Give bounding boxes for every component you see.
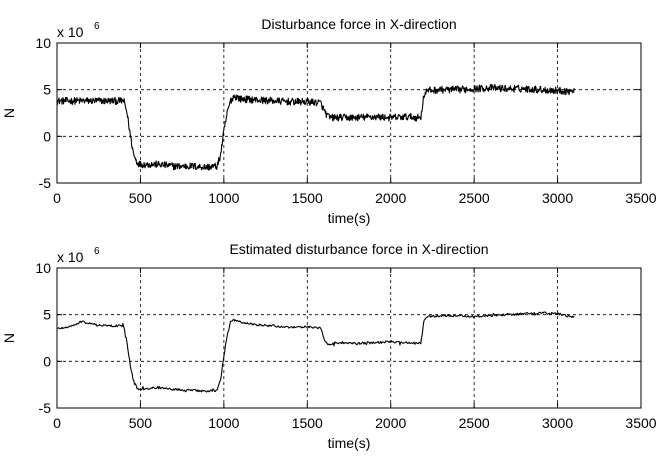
y-scale-exponent: 6	[94, 246, 100, 257]
x-tick-label: 1500	[292, 415, 323, 431]
chart-title: Estimated disturbance force in X-directi…	[229, 241, 488, 257]
y-scale-label: x 10	[57, 24, 84, 40]
x-tick-label: 1000	[208, 415, 239, 431]
y-tick-label: 10	[35, 260, 51, 276]
chart-1: 0 500 1000 1500 2000 2500 3000 3500-50510Distur…	[1, 16, 657, 226]
x-tick-label: 3500	[625, 190, 656, 206]
axes-frame	[56, 42, 642, 184]
x-tick-label: 1500	[292, 190, 323, 206]
y-axis-label: N	[1, 333, 17, 343]
chart-title: Disturbance force in X-direction	[261, 16, 456, 32]
x-axis-label: time(s)	[328, 435, 371, 451]
y-tick-label: -5	[39, 400, 52, 416]
y-tick-label: 5	[43, 82, 51, 98]
y-tick-label: 0	[43, 353, 51, 369]
axes-frame	[56, 267, 642, 409]
x-tick-label: 0	[53, 415, 61, 431]
x-tick-label: 1000	[208, 190, 239, 206]
x-tick-label: 3000	[542, 415, 573, 431]
x-tick-label: 2500	[459, 190, 490, 206]
x-tick-label: 500	[129, 415, 153, 431]
y-tick-label: -5	[39, 175, 52, 191]
y-scale-exponent: 6	[94, 21, 100, 32]
y-tick-label: 5	[43, 307, 51, 323]
x-tick-label: 500	[129, 190, 153, 206]
x-axis-label: time(s)	[328, 210, 371, 226]
chart-2: 0 500 1000 1500 2000 2500 3000 3500-50510Estima…	[1, 241, 657, 451]
x-tick-label: 3000	[542, 190, 573, 206]
x-tick-label: 0	[53, 190, 61, 206]
x-tick-label: 2000	[375, 415, 406, 431]
x-tick-label: 3500	[625, 415, 656, 431]
series-line	[56, 311, 575, 393]
y-axis-label: N	[1, 108, 17, 118]
x-tick-label: 2000	[375, 190, 406, 206]
y-tick-label: 0	[43, 128, 51, 144]
y-tick-label: 10	[35, 35, 51, 51]
x-tick-label: 2500	[459, 415, 490, 431]
series-line	[56, 83, 575, 171]
y-scale-label: x 10	[57, 249, 84, 265]
